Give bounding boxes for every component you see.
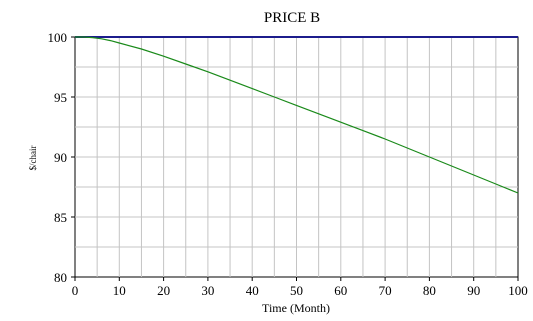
- x-axis-label: Time (Month): [262, 301, 330, 315]
- x-tick-label: 60: [334, 283, 347, 298]
- y-tick-label: 95: [54, 90, 67, 105]
- x-tick-label: 80: [423, 283, 436, 298]
- y-tick-label: 90: [54, 150, 67, 165]
- x-tick-label: 50: [290, 283, 303, 298]
- x-axis-ticks: 0 10 20 30 40 50 60 70 80 90 100: [72, 277, 528, 298]
- x-tick-label: 20: [157, 283, 170, 298]
- y-tick-label: 80: [54, 270, 67, 285]
- series-line: [75, 36, 519, 194]
- x-tick-label: 70: [379, 283, 392, 298]
- series-layer: [74, 36, 519, 194]
- y-tick-label: 100: [48, 30, 68, 45]
- x-tick-label: 40: [246, 283, 259, 298]
- x-tick-label: 100: [508, 283, 528, 298]
- y-axis-ticks: 80 85 90 95 100: [48, 30, 75, 285]
- x-tick-label: 30: [201, 283, 214, 298]
- x-tick-label: 10: [113, 283, 126, 298]
- y-axis-label: $/chair: [28, 146, 38, 171]
- grid: [75, 37, 518, 277]
- chart-title: PRICE B: [264, 10, 320, 26]
- x-tick-label: 90: [467, 283, 480, 298]
- y-tick-label: 85: [54, 210, 67, 225]
- x-tick-label: 0: [72, 283, 79, 298]
